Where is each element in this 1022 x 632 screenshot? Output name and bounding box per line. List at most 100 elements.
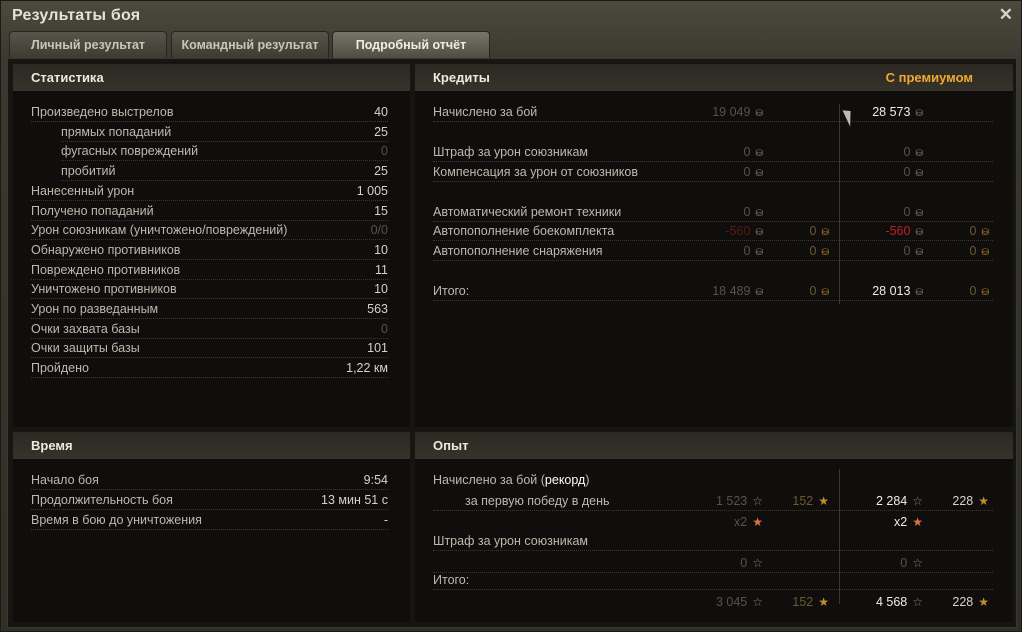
stat-value: 13 мин 51 с	[321, 493, 388, 507]
value-cell: 0 ⛁	[744, 164, 764, 181]
value-cell: 0 ☆	[740, 555, 763, 571]
tab-1[interactable]: Личный результат	[9, 31, 167, 58]
stat-row: Нанесенный урон 1 005	[31, 183, 388, 201]
xp-earned-label: Начислено за бой (рекорд)	[433, 472, 590, 488]
value-text: 152	[792, 595, 814, 609]
gold-icon: ⛁	[981, 287, 989, 297]
value-text: 228	[952, 595, 974, 609]
stat-row: Продолжительность боя 13 мин 51 с	[31, 492, 388, 510]
value-text: 0	[969, 244, 977, 258]
credits-icon: ⛁	[755, 148, 763, 158]
value-cell: 0 ⛁	[810, 243, 830, 260]
value-cell: 0 ⛁	[970, 223, 990, 240]
free-xp-star-icon: ★	[978, 595, 989, 609]
value-text: 0	[903, 165, 911, 179]
credits-icon: ⛁	[915, 168, 923, 178]
stat-row: пробитий 25	[61, 163, 388, 182]
value-cell: 4 568 ☆	[876, 594, 923, 610]
value-text: 1 523	[715, 494, 748, 508]
xp-earned-row: Начислено за бой (рекорд)	[433, 472, 1022, 490]
value-cell: 2 284 ☆	[876, 493, 923, 509]
value-cell: 28 013 ⛁	[872, 283, 923, 300]
value-text: 0	[809, 244, 817, 258]
value-text: 0	[903, 244, 911, 258]
value-text: x2	[734, 515, 748, 529]
tab-3[interactable]: Подробный отчёт	[332, 31, 490, 58]
xp-star-icon: ☆	[752, 556, 763, 570]
stat-row: Обнаружено противников 10	[31, 242, 388, 260]
time-panel: Время Начало боя 9:54 Продолжительность бо…	[13, 432, 410, 622]
xp-star-icon: ☆	[752, 595, 763, 609]
value-text: 0	[969, 224, 977, 238]
credits-icon: ⛁	[915, 208, 923, 218]
value-cell: 0 ⛁	[810, 223, 830, 240]
credits-icon: ⛁	[755, 247, 763, 257]
credits-icon: ⛁	[915, 247, 923, 257]
stat-label: Обнаружено противников	[31, 242, 181, 257]
stat-label: прямых попаданий	[61, 124, 172, 139]
stat-row: Получено попаданий 15	[31, 203, 388, 221]
credits-icon: ⛁	[915, 227, 923, 237]
stat-row: фугасных повреждений 0	[61, 143, 388, 162]
value-cell: 0 ⛁	[744, 144, 764, 161]
value-cell: 0 ⛁	[904, 243, 924, 260]
stat-value: 9:54	[363, 473, 388, 487]
row-label: Компенсация за урон от союзников	[433, 165, 638, 179]
experience-header: Опыт	[415, 432, 1013, 459]
value-text: 0	[809, 224, 817, 238]
value-text: x2	[894, 515, 908, 529]
stat-label: Пройдено	[31, 361, 89, 376]
xp-star-icon: ☆	[912, 595, 923, 609]
value-text: 4 568	[875, 595, 908, 609]
value-cell: 152 ★	[792, 594, 829, 610]
stat-label: Продолжительность боя	[31, 493, 173, 507]
value-cell: 0 ☆	[900, 555, 923, 571]
table-row: Автопополнение боекомплекта -560 ⛁ 0 ⛁ -560 ⛁ 0…	[433, 223, 993, 241]
gold-icon: ⛁	[821, 247, 829, 257]
stat-row: Начало боя 9:54	[31, 472, 388, 490]
free-xp-star-icon: ★	[818, 494, 829, 508]
value-cell: 0 ⛁	[904, 144, 924, 161]
stat-value: 1 005	[356, 183, 388, 198]
table-row: x2 ★ x2 ★	[433, 514, 993, 532]
stat-value: -	[383, 513, 388, 527]
value-text: 0	[743, 145, 751, 159]
stat-label: Уничтожено противников	[31, 282, 177, 297]
value-text: -560	[725, 224, 751, 238]
table-row: 3 045 ☆ 152 ★ 4 568 ☆ 228 ★	[433, 594, 993, 612]
credits-icon: ⛁	[755, 227, 763, 237]
stat-value: 10	[374, 282, 388, 297]
free-xp-star-icon: ★	[978, 494, 989, 508]
stat-value: 15	[374, 203, 388, 218]
value-text: 0	[969, 284, 977, 298]
row-label: Штраф за урон союзникам	[433, 145, 589, 159]
time-header: Время	[13, 432, 410, 459]
credits-header: Кредиты С премиумом	[415, 64, 1013, 91]
gold-icon: ⛁	[821, 287, 829, 297]
credits-panel: Кредиты С премиумом Начислено за бой 19 04…	[415, 64, 1013, 427]
value-cell: 0 ⛁	[744, 204, 764, 221]
stat-label: Очки захвата базы	[31, 321, 140, 336]
value-text: 0	[900, 556, 908, 570]
value-cell: 228 ★	[952, 493, 989, 509]
stat-value: 0	[381, 321, 388, 336]
credits-icon: ⛁	[915, 108, 923, 118]
multiplier-star-icon: ★	[912, 515, 923, 529]
value-cell: 0 ⛁	[970, 283, 990, 300]
statistics-panel: Статистика Произведено выстрелов 40 прямых…	[13, 64, 410, 427]
row-label: за первую победу в день	[465, 494, 610, 508]
value-cell: -560 ⛁	[725, 223, 763, 240]
close-icon[interactable]: ✕	[998, 5, 1013, 24]
value-text: 0	[903, 145, 911, 159]
stat-value: 0	[381, 144, 388, 159]
detailed-report-content: Статистика Произведено выстрелов 40 прямых…	[7, 58, 1017, 628]
value-cell: 0 ⛁	[744, 243, 764, 260]
stat-value: 563	[367, 302, 388, 316]
tab-2[interactable]: Командный результат	[171, 31, 329, 58]
table-row: Штраф за урон союзникам	[433, 533, 993, 551]
label-text: )	[585, 473, 590, 487]
value-cell: x2 ★	[734, 514, 763, 530]
premium-label: С премиумом	[885, 70, 973, 85]
row-label: Штраф за урон союзникам	[433, 534, 589, 548]
xp-star-icon: ☆	[752, 494, 763, 508]
